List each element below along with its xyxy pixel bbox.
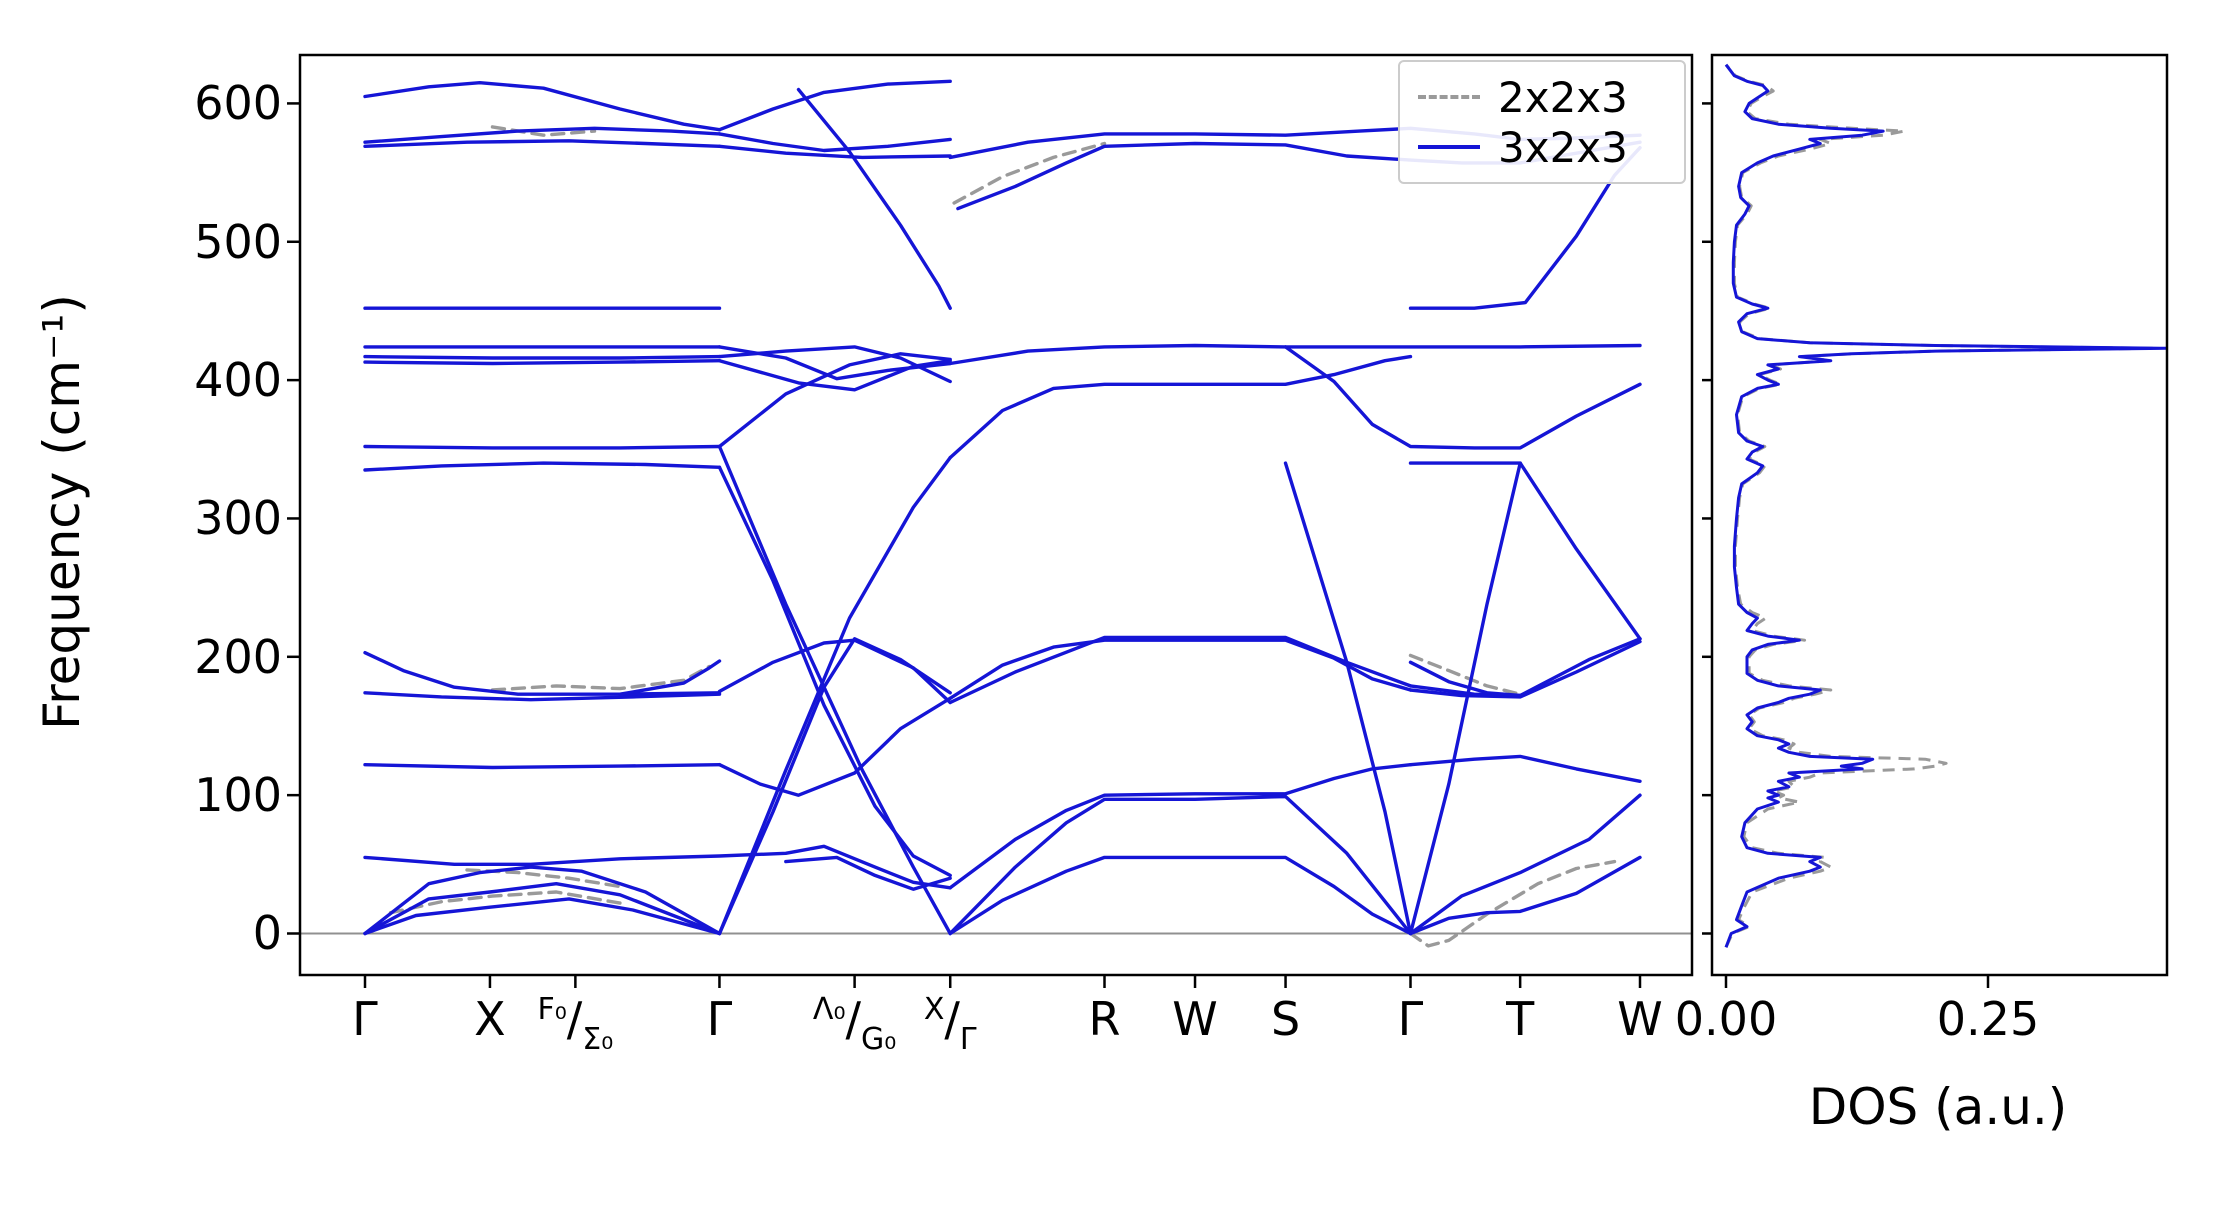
band-3x2x3 [363, 763, 722, 770]
legend-label-2x2x3: 2x2x3 [1498, 72, 1628, 122]
band-3x2x3 [363, 81, 722, 132]
band-3x2x3 [363, 897, 722, 936]
dashed-line-icon [1418, 95, 1480, 99]
band-3x2x3 [948, 855, 1413, 936]
x-tick-label: X/Γ [923, 992, 977, 1057]
solid-line-icon [1418, 145, 1480, 149]
y-tick-label: 400 [194, 353, 282, 408]
band-3x2x3 [717, 465, 952, 878]
dos-axis-label: DOS (a.u.) [1808, 1078, 2068, 1136]
legend-item-2x2x3: 2x2x3 [1418, 72, 1666, 122]
x-tick-label: F₀/Σ₀ [537, 992, 614, 1057]
band-3x2x3 [1408, 461, 1642, 936]
band-3x2x3 [717, 345, 952, 381]
dos-panel-frame [1710, 53, 2169, 977]
x-tick-label: R [1088, 992, 1121, 1046]
band-3x2x3 [363, 444, 722, 450]
x-tick-label: T [1506, 992, 1535, 1046]
y-tick-label: 100 [194, 768, 282, 823]
dos-curve-3x2x3 [1724, 63, 2167, 948]
band-3x2x3 [948, 343, 1642, 366]
band-3x2x3 [1408, 660, 1522, 698]
band-3x2x3 [363, 139, 722, 148]
band-3x2x3 [618, 659, 722, 696]
legend-item-3x2x3: 3x2x3 [1418, 122, 1666, 172]
x-tick-label: W [1617, 992, 1663, 1046]
band-2x2x3 [952, 141, 1107, 205]
x-tick-label: S [1270, 992, 1301, 1046]
band-3x2x3 [717, 359, 952, 392]
band-3x2x3 [363, 882, 722, 936]
band-3x2x3 [1408, 793, 1642, 936]
band-3x2x3 [1408, 855, 1642, 936]
band-3x2x3 [363, 691, 722, 702]
y-axis-label: Frequency (cm⁻¹) [33, 294, 91, 730]
band-3x2x3 [363, 461, 722, 472]
band-3x2x3 [948, 794, 1413, 936]
band-3x2x3 [717, 132, 952, 153]
band-3x2x3 [948, 638, 1413, 700]
y-tick-label: 300 [194, 491, 282, 546]
band-2x2x3 [1408, 653, 1522, 696]
band-3x2x3 [1283, 345, 1642, 450]
dos-curve-2x2x3 [1724, 63, 2158, 948]
band-panel-frame [298, 53, 1694, 977]
band-3x2x3 [363, 126, 722, 144]
band-3x2x3 [784, 855, 952, 891]
y-tick-label: 0 [252, 906, 282, 961]
band-2x2x3 [490, 664, 711, 692]
band-2x2x3 [490, 125, 597, 137]
band-3x2x3 [796, 87, 952, 310]
x-tick-label: Γ [1397, 992, 1424, 1046]
band-3x2x3 [717, 144, 952, 160]
band-3x2x3 [363, 844, 952, 890]
band-3x2x3 [363, 651, 722, 696]
y-tick-label: 600 [194, 76, 282, 131]
band-3x2x3 [1408, 639, 1642, 699]
legend-label-3x2x3: 3x2x3 [1498, 122, 1628, 172]
x-tick-label: X [474, 992, 506, 1046]
x-tick-label: Γ [352, 992, 378, 1046]
band-3x2x3 [948, 354, 1413, 460]
band-3x2x3 [717, 455, 952, 936]
band-3x2x3 [1408, 754, 1642, 783]
band-3x2x3 [1408, 637, 1642, 698]
band-3x2x3 [1283, 461, 1413, 936]
x-tick-label: W [1172, 992, 1218, 1046]
legend: 2x2x3 3x2x3 [1398, 60, 1686, 184]
band-3x2x3 [363, 359, 722, 366]
band-3x2x3 [717, 79, 952, 132]
band-3x2x3 [948, 763, 1413, 890]
x-tick-label: Γ [706, 992, 733, 1046]
band-2x2x3 [388, 890, 622, 915]
band-3x2x3 [363, 354, 722, 360]
dos-x-tick-label: 0.00 [1674, 992, 1778, 1046]
y-tick-label: 500 [194, 214, 282, 269]
y-tick-label: 200 [194, 629, 282, 684]
band-3x2x3 [717, 696, 952, 797]
x-tick-label: Λ₀/G₀ [812, 992, 897, 1057]
band-3x2x3 [717, 352, 952, 449]
dos-x-tick-label: 0.25 [1936, 992, 2040, 1046]
band-3x2x3 [717, 444, 952, 936]
band-3x2x3 [363, 865, 722, 936]
